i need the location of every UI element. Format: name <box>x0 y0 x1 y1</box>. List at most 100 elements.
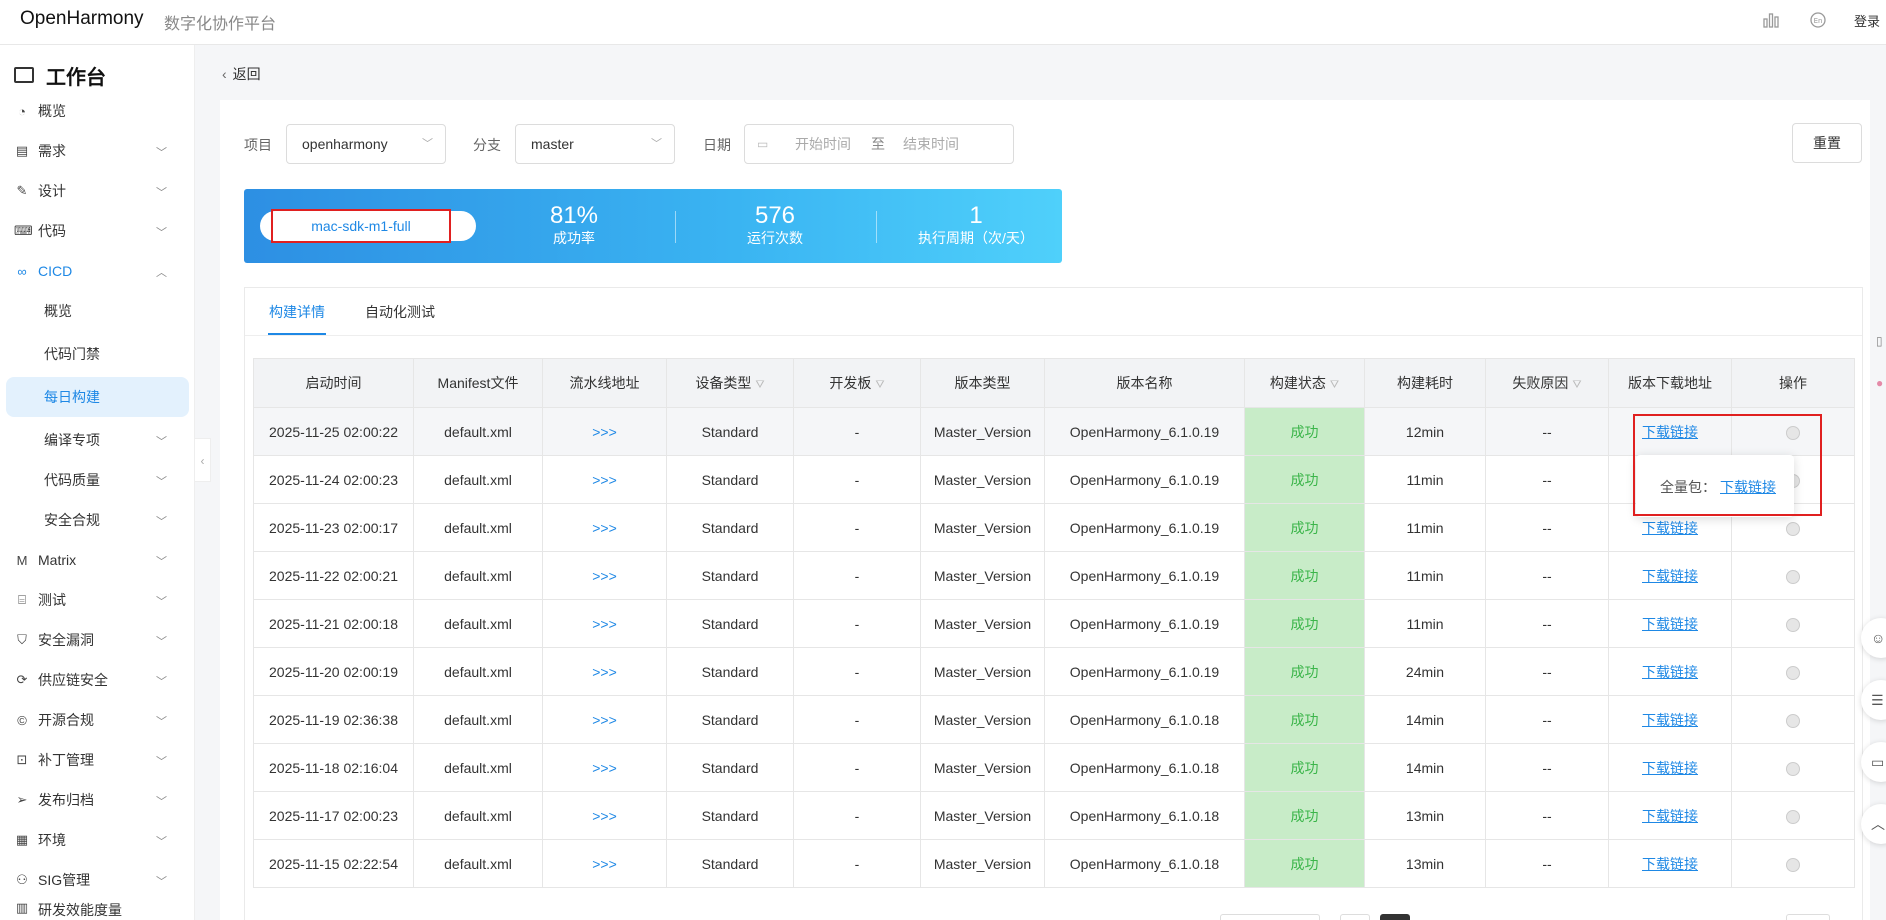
pipeline-cell[interactable]: >>> <box>542 551 667 600</box>
filter-icon[interactable]: ⛛ <box>755 379 765 391</box>
stop-icon[interactable] <box>1786 617 1800 632</box>
download-cell[interactable]: 下载链接 <box>1608 599 1732 648</box>
manifest-cell[interactable]: default.xml <box>413 455 543 504</box>
build-status-cell: 成功 <box>1244 743 1365 792</box>
filter-icon[interactable]: ⛛ <box>1329 379 1340 391</box>
stop-icon[interactable] <box>1786 425 1800 440</box>
date-end-input[interactable]: 结束时间 <box>903 136 959 152</box>
sidebar-item-metrics[interactable]: ▥ 研发效能度量 <box>0 900 195 920</box>
download-cell[interactable]: 下载链接 <box>1608 551 1732 600</box>
stop-icon[interactable] <box>1786 569 1800 584</box>
side-tool-icon[interactable]: ▯ <box>1876 334 1883 348</box>
branch-select[interactable]: master ﹀ <box>515 124 675 164</box>
sidebar-item-vulnerability[interactable]: ⛉ 安全漏洞 ﹀ <box>0 620 195 660</box>
stop-icon[interactable] <box>1786 713 1800 728</box>
sidebar-item-code-gate[interactable]: 代码门禁 <box>0 334 195 374</box>
manifest-cell[interactable]: default.xml <box>413 695 543 744</box>
download-cell[interactable]: 下载链接 <box>1608 695 1732 744</box>
pagination-jump[interactable] <box>1786 914 1830 920</box>
download-cell[interactable]: 下载链接 <box>1608 647 1732 696</box>
language-icon[interactable]: En <box>1808 11 1828 31</box>
side-avatar-icon[interactable]: ● <box>1876 376 1884 390</box>
pipeline-cell[interactable]: >>> <box>542 647 667 696</box>
sidebar-item-requirements[interactable]: ▤ 需求 ﹀ <box>0 131 195 171</box>
brand-logo[interactable]: OpenHarmony <box>20 8 144 29</box>
pipeline-cell[interactable]: >>> <box>542 791 667 840</box>
manifest-cell[interactable]: default.xml <box>413 839 543 888</box>
stop-icon[interactable] <box>1786 761 1800 776</box>
pipeline-cell[interactable]: >>> <box>542 503 667 552</box>
pipeline-link: >>> <box>592 567 617 584</box>
project-select[interactable]: openharmony ﹀ <box>286 124 446 164</box>
matrix-icon: M <box>16 552 28 568</box>
sidebar-item-code[interactable]: ⌨ 代码 ﹀ <box>0 211 195 251</box>
stop-icon[interactable] <box>1786 809 1800 824</box>
sidebar-item-overview[interactable]: ◔ 概览 <box>0 91 195 131</box>
sidebar-item-label: 需求 <box>38 143 66 159</box>
full-package-link[interactable]: 下载链接 <box>1720 479 1776 495</box>
col-board: 开发板 ⛛ <box>793 358 921 408</box>
date-start-input[interactable]: 开始时间 <box>795 136 851 152</box>
sidebar-item-design[interactable]: ✎ 设计 ﹀ <box>0 171 195 211</box>
pipeline-cell[interactable]: >>> <box>542 455 667 504</box>
sidebar-item-matrix[interactable]: M Matrix ﹀ <box>0 540 195 580</box>
robot-icon[interactable]: ☺ <box>1861 618 1886 658</box>
pipeline-cell[interactable]: >>> <box>542 743 667 792</box>
manifest-cell[interactable]: default.xml <box>413 407 543 456</box>
message-icon[interactable]: ▭ <box>1861 742 1886 782</box>
download-cell[interactable]: 下载链接 <box>1608 839 1732 888</box>
build-status-cell: 成功 <box>1244 503 1365 552</box>
pipeline-cell[interactable]: >>> <box>542 839 667 888</box>
download-cell[interactable]: 下载链接 <box>1608 743 1732 792</box>
sidebar-item-daily-build[interactable]: 每日构建 <box>6 377 189 417</box>
pipeline-cell[interactable]: >>> <box>542 599 667 648</box>
page-size-select[interactable] <box>1220 914 1320 920</box>
sidebar-item-test[interactable]: ⌸ 测试 ﹀ <box>0 580 195 620</box>
pipeline-name-pill[interactable] <box>260 211 476 241</box>
sidebar-item-open-source[interactable]: © 开源合规 ﹀ <box>0 700 195 740</box>
pipeline-cell[interactable]: >>> <box>542 695 667 744</box>
filter-icon[interactable]: ⛛ <box>875 379 885 391</box>
manifest-cell[interactable]: default.xml <box>413 599 543 648</box>
manifest-cell[interactable]: default.xml <box>413 503 543 552</box>
sidebar-item-compile[interactable]: 编译专项 ﹀ <box>0 420 195 460</box>
manifest-cell[interactable]: default.xml <box>413 551 543 600</box>
tab-automation-test[interactable]: 自动化测试 <box>365 304 435 320</box>
pipeline-cell[interactable]: >>> <box>542 407 667 456</box>
sidebar-item-cicd[interactable]: ∞ CICD ︿ <box>0 251 195 291</box>
reset-button[interactable]: 重置 <box>1792 123 1862 163</box>
sidebar-item-code-quality[interactable]: 代码质量 ﹀ <box>0 460 195 500</box>
pagination-prev[interactable] <box>1340 914 1370 920</box>
manifest-cell[interactable]: default.xml <box>413 647 543 696</box>
document-icon[interactable]: ☰ <box>1861 680 1886 720</box>
stop-icon[interactable] <box>1786 521 1800 536</box>
sidebar-item-release[interactable]: ➢ 发布归档 ﹀ <box>0 780 195 820</box>
fail-reason-cell: -- <box>1485 503 1609 552</box>
download-cell[interactable]: 下载链接 <box>1608 791 1732 840</box>
sidebar-item-sig[interactable]: ⚇ SIG管理 ﹀ <box>0 860 195 900</box>
date-range-picker[interactable]: ▭ 开始时间 至 结束时间 <box>744 124 1014 164</box>
pagination-current[interactable] <box>1380 914 1410 920</box>
cell-text: - <box>854 519 860 536</box>
sidebar-collapse-handle[interactable]: ‹ <box>195 438 211 482</box>
stop-icon[interactable] <box>1786 857 1800 872</box>
filter-icon[interactable]: ⛛ <box>1572 379 1582 391</box>
table-row: 2025-11-15 02:22:54 default.xml >>> Standar… <box>253 839 1855 888</box>
back-link[interactable]: ‹ 返回 <box>222 64 261 84</box>
sidebar-item-cicd-overview[interactable]: 概览 <box>0 291 195 331</box>
manifest-cell[interactable]: default.xml <box>413 743 543 792</box>
login-link[interactable]: 登录 <box>1853 14 1880 29</box>
back-to-top-icon[interactable]: ︿ <box>1861 804 1886 844</box>
build-status-cell: 成功 <box>1244 647 1365 696</box>
sidebar-item-supply-chain[interactable]: ⟳ 供应链安全 ﹀ <box>0 660 195 700</box>
sidebar-item-security-compliance[interactable]: 安全合规 ﹀ <box>0 500 195 540</box>
build-duration-cell: 14min <box>1364 743 1486 792</box>
sidebar-item-environment[interactable]: ▦ 环境 ﹀ <box>0 820 195 860</box>
manifest-cell[interactable]: default.xml <box>413 791 543 840</box>
sidebar-item-patch[interactable]: ⊡ 补丁管理 ﹀ <box>0 740 195 780</box>
cycle-stat: 1 执行周期（次/天） <box>876 203 1076 247</box>
cell-text: -- <box>1542 759 1552 776</box>
tab-build-details[interactable]: 构建详情 <box>269 304 325 320</box>
stop-icon[interactable] <box>1786 665 1800 680</box>
chart-icon[interactable] <box>1761 11 1781 31</box>
